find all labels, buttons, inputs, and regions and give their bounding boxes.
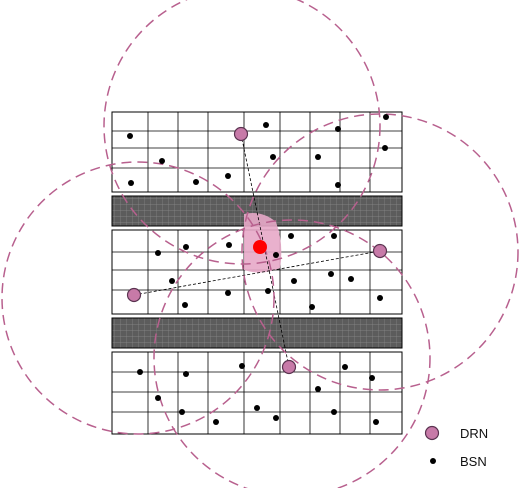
bsn-node (265, 288, 271, 294)
bsn-node (213, 419, 219, 425)
bsn-node (331, 409, 337, 415)
bsn-node (254, 405, 260, 411)
bsn-node (128, 180, 134, 186)
bsn-node (137, 369, 143, 375)
bsn-node (348, 276, 354, 282)
drn-node-right (372, 243, 388, 259)
drn-connection-lines (133, 133, 381, 368)
top-block (111, 111, 403, 193)
bsn-node (373, 419, 379, 425)
bsn-node (169, 278, 175, 284)
bottom-block-grid (112, 352, 402, 434)
bsn-node (342, 364, 348, 370)
bsn-node (369, 375, 375, 381)
target-node (253, 240, 267, 254)
bsn-node (127, 133, 133, 139)
bsn-node (383, 114, 389, 120)
bsn-node (183, 244, 189, 250)
bsn-node (273, 252, 279, 258)
drn-node-left (126, 287, 142, 303)
bsn-node (193, 179, 199, 185)
legend-bsn-marker (430, 458, 436, 464)
bsn-node (331, 233, 337, 239)
bsn-node (239, 363, 245, 369)
bsn-node (335, 126, 341, 132)
bsn-node (382, 145, 388, 151)
bsn-node (315, 154, 321, 160)
road-band-lower (111, 317, 403, 349)
bsn-node (159, 158, 165, 164)
bsn-node (288, 233, 294, 239)
legend-drn-marker (424, 425, 440, 441)
bsn-node (377, 295, 383, 301)
bsn-node (270, 154, 276, 160)
bsn-node (263, 122, 269, 128)
bsn-node (155, 395, 161, 401)
drn-node-bottom (281, 359, 297, 375)
bsn-node (291, 278, 297, 284)
coverage-circle-right (241, 113, 519, 391)
top-block-outline (111, 111, 403, 193)
bottom-block-outline (111, 351, 403, 435)
bsn-node (183, 371, 189, 377)
drn-node-top (233, 126, 249, 142)
drn-nodes (126, 126, 388, 375)
bsn-node (226, 242, 232, 248)
bsn-node (179, 409, 185, 415)
bsn-node (335, 182, 341, 188)
bsn-node (182, 302, 188, 308)
legend-drn-label: DRN (460, 426, 488, 441)
bsn-node (315, 386, 321, 392)
top-block-grid (112, 112, 402, 192)
bsn-node (225, 290, 231, 296)
coverage-circle-left (1, 161, 275, 435)
legend-bsn-label: BSN (460, 454, 487, 469)
bsn-node (273, 415, 279, 421)
bsn-node (309, 304, 315, 310)
bsn-node (155, 250, 161, 256)
bsn-node (328, 271, 334, 277)
bsn-nodes (127, 114, 389, 425)
legend: DRN BSN (424, 425, 488, 469)
coverage-circle-bottom (153, 219, 431, 488)
bottom-block (111, 351, 403, 435)
bsn-node (225, 173, 231, 179)
drn-line-b (133, 250, 381, 296)
